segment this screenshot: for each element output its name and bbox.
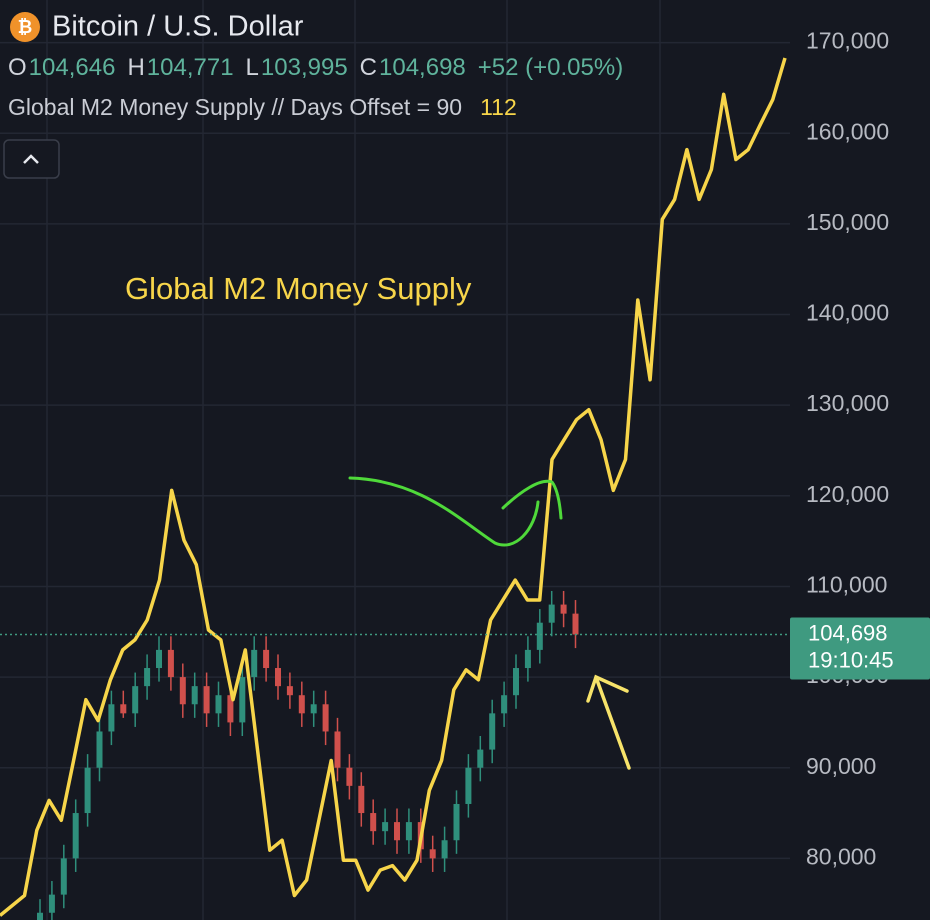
candle-body — [346, 767, 353, 786]
candle-body — [227, 695, 234, 723]
candle-body — [489, 713, 496, 750]
candle-body — [239, 677, 246, 723]
candle-body — [167, 649, 174, 678]
ohlc-value: 104,646 — [29, 54, 116, 81]
lines — [0, 57, 790, 917]
candle-body — [263, 649, 270, 669]
candle-body — [560, 604, 567, 614]
candle-body — [132, 686, 139, 714]
y-axis: 80,00090,000100,000110,000120,000130,000… — [790, 28, 930, 869]
candle-body — [322, 704, 329, 732]
green-arrow — [348, 476, 563, 547]
candle-body — [156, 649, 162, 669]
last-price-label: 104,698 — [808, 620, 888, 645]
candle-body — [394, 822, 400, 841]
ohlc-value: 104,698 — [379, 54, 466, 81]
candle-body — [48, 894, 55, 913]
collapse-button[interactable] — [3, 139, 60, 179]
ohlc-value: 104,771 — [147, 54, 234, 81]
line-series — [0, 57, 787, 917]
candle-body — [310, 704, 317, 714]
candle-body — [215, 695, 222, 714]
candle-body — [108, 704, 115, 732]
candle-body — [405, 822, 412, 841]
ohlc-value: 103,995 — [261, 54, 348, 81]
ohlc-key: C — [360, 54, 377, 81]
candle-body — [286, 686, 293, 696]
candle-body — [572, 613, 579, 635]
candle-body — [120, 704, 127, 714]
y-tick-label: 140,000 — [806, 300, 889, 326]
bitcoin-icon — [10, 12, 40, 42]
candle-body — [179, 677, 186, 705]
y-tick-label: 110,000 — [806, 572, 887, 598]
candle-body — [524, 649, 531, 669]
ohlc-legend: O104,646 H104,771 L103,995 C104,698 +52 (+0.… — [8, 54, 623, 81]
indicator-legend: Global M2 Money Supply // Days Offset = … — [8, 94, 517, 120]
y-tick-label: 170,000 — [806, 28, 889, 54]
y-tick-label: 90,000 — [806, 753, 876, 779]
candle-body — [72, 813, 79, 859]
collapse-icon — [23, 154, 39, 164]
y-tick-label: 150,000 — [806, 209, 889, 235]
candle-body — [465, 767, 472, 804]
candle-body — [548, 604, 555, 623]
ohlc-key: L — [246, 54, 259, 81]
candle-body — [453, 803, 460, 841]
candle-body — [536, 622, 543, 650]
candle-body — [429, 849, 436, 859]
candle-body — [370, 813, 377, 832]
candle-body — [37, 912, 43, 920]
indicator-value: 112 — [480, 94, 517, 120]
candles — [37, 590, 579, 920]
annotation: Global M2 Money Supply — [125, 271, 472, 306]
candle-body — [441, 840, 448, 859]
yellow-arrow — [586, 674, 631, 770]
change: +52 (+0.05%) — [478, 54, 623, 81]
candle-body — [382, 822, 389, 832]
candle-body — [144, 668, 151, 687]
candle-body — [477, 749, 484, 768]
candle-body — [501, 695, 508, 714]
candle-body — [275, 668, 281, 687]
ohlc-key: O — [8, 54, 27, 81]
candle-body — [191, 686, 198, 705]
symbol-title: Bitcoin / U.S. Dollar — [52, 11, 304, 43]
y-tick-label: 130,000 — [806, 390, 889, 416]
y-tick-label: 80,000 — [806, 843, 876, 869]
candle-body — [334, 731, 341, 768]
indicator-name: Global M2 Money Supply // Days Offset = … — [8, 94, 462, 120]
countdown-label: 19:10:45 — [808, 647, 894, 672]
candle-body — [84, 767, 91, 814]
ohlc-key: H — [127, 54, 144, 81]
bitcoin-icon-glyph: ₿ — [18, 17, 33, 37]
candle-body — [513, 668, 519, 696]
candle-body — [60, 858, 67, 895]
v-grid — [46, 0, 661, 920]
last-price-tag — [790, 617, 930, 680]
candle-body — [203, 686, 210, 714]
candle-body — [298, 695, 305, 714]
y-tick-label: 160,000 — [806, 118, 889, 144]
candle-body — [358, 785, 365, 814]
grid — [0, 41, 790, 860]
candle-body — [96, 731, 103, 768]
candle-body — [251, 649, 258, 678]
y-tick-label: 120,000 — [806, 481, 889, 507]
